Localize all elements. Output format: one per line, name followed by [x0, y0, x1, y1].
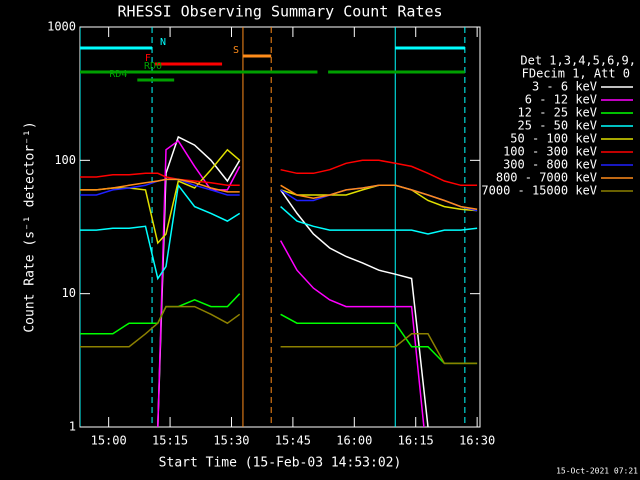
legend-label: 3 - 6 keV — [532, 80, 597, 94]
x-tick-label: 15:45 — [275, 434, 311, 448]
legend-title: Det 1,3,4,5,6,9, — [520, 54, 636, 68]
series-line — [80, 178, 478, 210]
x-tick-label: 16:00 — [336, 434, 372, 448]
legend-label: 12 - 25 keV — [518, 106, 597, 120]
flag-label: N — [160, 37, 166, 48]
series-line — [80, 183, 478, 281]
x-axis-label: Start Time (15-Feb-03 14:53:02) — [159, 456, 402, 471]
y-tick-label: 1000 — [47, 20, 76, 34]
flag-label: S — [233, 45, 239, 56]
y-axis-label: Count Rate (s⁻¹ detector⁻¹) — [23, 121, 38, 332]
plot-area — [80, 27, 478, 427]
x-tick-label: 16:15 — [398, 434, 434, 448]
chart-title: RHESSI Observing Summary Count Rates — [117, 3, 442, 21]
legend-label: 25 - 50 keV — [518, 119, 597, 133]
timestamp: 15-Oct-2021 07:21 — [556, 467, 638, 476]
series-line — [80, 305, 478, 365]
legend-title: FDecim 1, Att 0 — [522, 67, 630, 81]
legend-label: 300 - 800 keV — [503, 158, 597, 172]
y-tick-label: 1 — [69, 420, 76, 434]
x-tick-label: 15:30 — [213, 434, 249, 448]
legend-label: 800 - 7000 keV — [496, 171, 597, 185]
x-tick-label: 16:30 — [459, 434, 495, 448]
series-line — [157, 139, 425, 427]
flag-label: RD4 — [109, 69, 127, 80]
legend-label: 7000 - 15000 keV — [481, 184, 597, 198]
flag-label: F — [145, 53, 151, 64]
y-tick-label: 10 — [62, 286, 76, 300]
legend-label: 100 - 300 keV — [503, 145, 597, 159]
flag-label: RD0 — [144, 61, 162, 72]
series-line — [80, 148, 478, 245]
x-tick-label: 15:00 — [91, 434, 127, 448]
legend-label: 50 - 100 keV — [510, 132, 597, 146]
x-tick-label: 15:15 — [152, 434, 188, 448]
series-line — [80, 159, 478, 187]
y-tick-label: 100 — [54, 153, 76, 167]
legend-label: 6 - 12 keV — [525, 93, 597, 107]
